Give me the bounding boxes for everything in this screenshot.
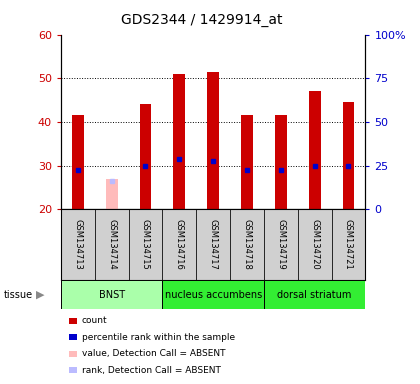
Text: GSM134713: GSM134713 [74, 219, 82, 270]
Text: GSM134719: GSM134719 [276, 219, 285, 270]
Bar [264, 280, 365, 309]
Bar [331, 209, 365, 280]
Bar [61, 209, 95, 280]
Text: rank, Detection Call = ABSENT: rank, Detection Call = ABSENT [82, 366, 221, 375]
Bar [139, 104, 151, 209]
Bar [230, 209, 264, 280]
Text: BNST: BNST [99, 290, 125, 300]
Text: GSM134718: GSM134718 [242, 219, 252, 270]
Text: GDS2344 / 1429914_at: GDS2344 / 1429914_at [121, 13, 282, 27]
Text: GSM134715: GSM134715 [141, 219, 150, 270]
Bar [163, 280, 264, 309]
Bar [173, 74, 185, 209]
Bar [343, 102, 354, 209]
Bar [241, 115, 253, 209]
Text: ▶: ▶ [36, 290, 44, 300]
Bar [196, 209, 230, 280]
Text: percentile rank within the sample: percentile rank within the sample [82, 333, 235, 342]
Bar [72, 115, 84, 209]
Bar [129, 209, 163, 280]
Text: GSM134714: GSM134714 [107, 219, 116, 270]
Text: GSM134721: GSM134721 [344, 219, 353, 270]
Text: GSM134720: GSM134720 [310, 219, 319, 270]
Bar [264, 209, 298, 280]
Bar [61, 280, 163, 309]
Bar [207, 72, 219, 209]
Text: GSM134716: GSM134716 [175, 219, 184, 270]
Text: count: count [82, 316, 108, 325]
Bar [106, 179, 118, 209]
Text: value, Detection Call = ABSENT: value, Detection Call = ABSENT [82, 349, 226, 358]
Bar [163, 209, 196, 280]
Text: tissue: tissue [4, 290, 33, 300]
Bar [309, 91, 320, 209]
Text: GSM134717: GSM134717 [209, 219, 218, 270]
Bar [95, 209, 129, 280]
Text: dorsal striatum: dorsal striatum [278, 290, 352, 300]
Bar [298, 209, 331, 280]
Bar [275, 115, 287, 209]
Text: nucleus accumbens: nucleus accumbens [165, 290, 262, 300]
